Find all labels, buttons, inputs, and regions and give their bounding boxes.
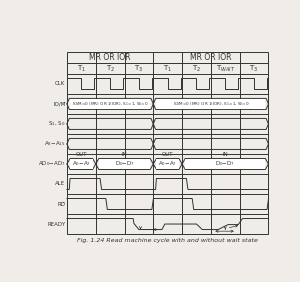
Text: T$_1$: T$_1$ xyxy=(77,63,86,74)
Text: Fig. 1.24 Read machine cycle with and without wait state: Fig. 1.24 Read machine cycle with and wi… xyxy=(77,238,258,243)
Text: IO/M=0 (MR) OR 1(IOR), S$_1$=1, S$_0$=0: IO/M=0 (MR) OR 1(IOR), S$_1$=1, S$_0$=0 xyxy=(172,100,249,108)
Text: D$_0$$-$D$_7$: D$_0$$-$D$_7$ xyxy=(115,160,134,168)
Text: IO/M=0 (MR) OR 1(IOR), S$_1$=1, S$_0$=0: IO/M=0 (MR) OR 1(IOR), S$_1$=1, S$_0$=0 xyxy=(72,100,148,108)
Text: IN: IN xyxy=(122,151,128,157)
Text: READY: READY xyxy=(47,222,65,226)
Bar xyxy=(156,99,266,109)
Text: OUT: OUT xyxy=(162,151,173,157)
Text: S$_1$, S$_0$: S$_1$, S$_0$ xyxy=(48,120,65,128)
Bar xyxy=(70,99,150,109)
Text: RD̅: RD̅ xyxy=(57,202,65,206)
Text: MR OR IOR: MR OR IOR xyxy=(190,53,232,62)
Bar xyxy=(99,159,150,169)
Text: T$_3$: T$_3$ xyxy=(250,63,259,74)
Text: T$_1$: T$_1$ xyxy=(163,63,172,74)
Bar xyxy=(67,52,268,234)
Text: A$_0$$-$A$_7$: A$_0$$-$A$_7$ xyxy=(158,160,177,168)
Text: AD$_0$$-$AD$_7$: AD$_0$$-$AD$_7$ xyxy=(38,160,65,168)
Text: OUT: OUT xyxy=(76,151,87,157)
Text: A$_0$$-$A$_7$: A$_0$$-$A$_7$ xyxy=(72,160,91,168)
Text: CLK: CLK xyxy=(55,81,65,86)
Text: T$_2$: T$_2$ xyxy=(106,63,115,74)
Text: A$_8$$-$A$_{15}$: A$_8$$-$A$_{15}$ xyxy=(44,140,65,148)
Text: T$_2$: T$_2$ xyxy=(192,63,201,74)
Bar xyxy=(70,159,93,169)
Text: D$_0$$-$D$_7$: D$_0$$-$D$_7$ xyxy=(215,160,235,168)
Text: T$_3$: T$_3$ xyxy=(134,63,143,74)
Text: ALE: ALE xyxy=(55,182,65,186)
Text: IN: IN xyxy=(222,151,228,157)
Text: IO/M̅: IO/M̅ xyxy=(53,102,65,106)
Bar xyxy=(156,159,179,169)
Bar xyxy=(185,159,266,169)
Text: T$_{WAIT}$: T$_{WAIT}$ xyxy=(216,63,235,74)
Text: MR OR IOR: MR OR IOR xyxy=(89,53,131,62)
